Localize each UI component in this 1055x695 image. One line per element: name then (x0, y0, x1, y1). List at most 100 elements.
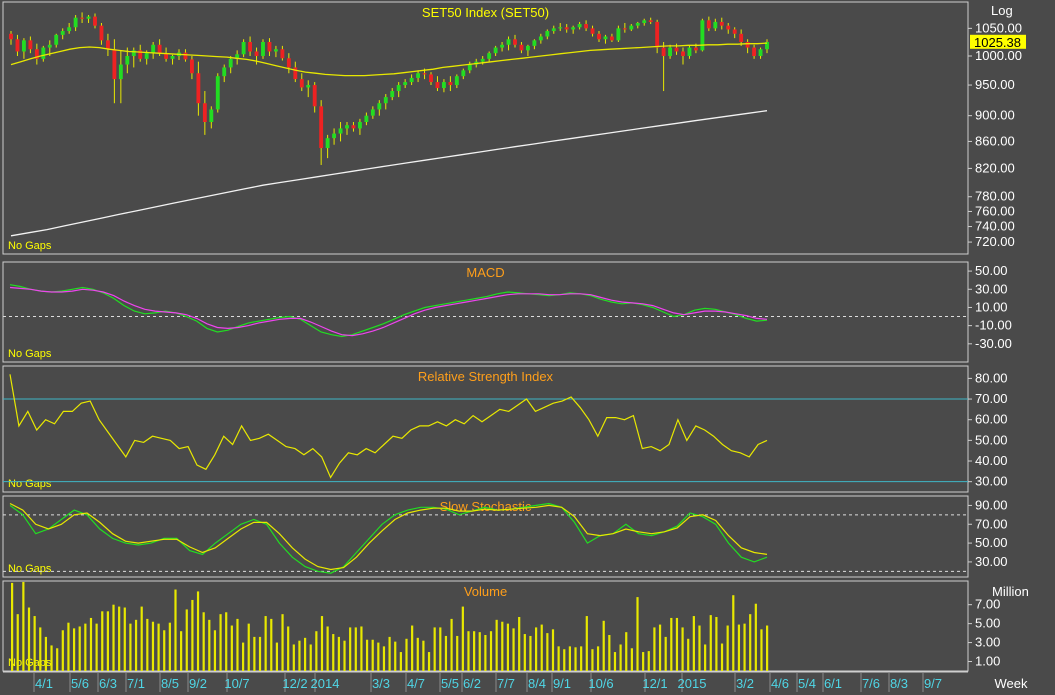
x-axis-label: 7/6 (862, 676, 880, 691)
volume-bar (67, 622, 70, 671)
candle-body (571, 27, 576, 30)
volume-bar (16, 614, 19, 671)
volume-bar (495, 619, 498, 671)
volume-bar (489, 631, 493, 671)
volume-bar (743, 623, 746, 671)
volume-bar (180, 631, 183, 671)
stochastic-ytick-label: 90.00 (975, 497, 1008, 512)
price-panel: 1050.00 1000.00 950.00 900.00 860.00 820.00 78… (2, 1, 1026, 255)
volume-bar (33, 616, 36, 671)
rsi-title: Relative Strength Index (418, 369, 554, 384)
volume-bar (506, 623, 510, 671)
volume-bar (563, 649, 566, 671)
rsi-ytick-label: 50.00 (975, 432, 1008, 447)
candle-body (28, 40, 33, 50)
volume-bar (602, 620, 605, 671)
volume-bar (89, 617, 93, 671)
candle-body (99, 25, 104, 41)
candle-body (396, 85, 401, 92)
macd-note: No Gaps (8, 348, 52, 360)
candle-body (228, 58, 233, 68)
candle-body (67, 27, 72, 32)
price-plot-area (2, 1, 969, 255)
candle-body (629, 25, 634, 30)
price-ytick-label: 820.00 (975, 160, 1015, 175)
volume-ytick-label: 5.00 (975, 616, 1000, 631)
volume-bar (349, 627, 352, 671)
candle-body (597, 33, 601, 40)
x-axis-label: 8/5 (161, 676, 179, 691)
volume-bar (354, 627, 357, 671)
candle-body (590, 28, 595, 34)
volume-bar (687, 638, 690, 671)
volume-bar (551, 629, 555, 671)
candle-body (403, 82, 408, 86)
volume-bar (630, 648, 633, 671)
volume-bar (613, 652, 617, 671)
volume-bar (416, 637, 419, 671)
last-price-label: 1025.38 (974, 35, 1021, 50)
price-note: No Gaps (8, 240, 52, 252)
x-axis-label: 3/2 (736, 676, 754, 691)
volume-bar (760, 629, 763, 671)
candle-body (493, 47, 498, 54)
candle-body (609, 36, 614, 41)
candle-body (164, 53, 169, 59)
macd-ytick-label: -30.00 (975, 336, 1012, 351)
price-ytick-label: 720.00 (975, 234, 1015, 249)
candle-body (525, 45, 530, 51)
candle-body (558, 27, 563, 29)
candle-body (545, 31, 550, 37)
volume-bar (422, 640, 425, 671)
volume-bar (365, 639, 369, 671)
candle-body (448, 82, 453, 86)
stochastic-series-line-1 (9, 502, 768, 571)
volume-bar (112, 604, 115, 671)
volume-bar (709, 615, 712, 671)
volume-bar (230, 625, 233, 671)
candle-body (93, 16, 97, 26)
candle-body (54, 34, 59, 45)
x-axis-label: 12/2 (282, 676, 307, 691)
volume-bar (242, 642, 245, 671)
volume-bar (704, 644, 707, 671)
volume-bar (534, 627, 538, 671)
x-axis-label: 6/3 (99, 676, 117, 691)
volume-bar (371, 639, 374, 671)
volume-bar (196, 591, 200, 671)
candle-body (325, 138, 330, 149)
volume-bar (39, 627, 42, 671)
volume-bar (501, 621, 504, 671)
candle-body (390, 91, 395, 98)
candle-body (183, 52, 188, 60)
volume-bar (512, 628, 515, 671)
candle-body (151, 44, 156, 54)
volume-bar (574, 647, 577, 671)
volume-bar (337, 636, 340, 671)
volume-bar (461, 606, 464, 671)
volume-bar (692, 616, 695, 671)
volume-bar (146, 618, 149, 671)
x-axis-label: 12/1 (642, 676, 667, 691)
candle-body (487, 53, 492, 59)
volume-bar (720, 643, 724, 671)
volume-bar (726, 625, 729, 671)
candle-body (80, 17, 85, 19)
candle-body (21, 40, 26, 52)
volume-ytick-label: 3.00 (975, 635, 1000, 650)
volume-bar (95, 623, 98, 671)
volume-bar (585, 616, 588, 671)
volume-bar (320, 616, 324, 671)
volume-bar (698, 625, 701, 671)
x-axis-label: 9/2 (189, 676, 207, 691)
x-axis-label: 5/4 (798, 676, 816, 691)
macd-ytick-label: 10.00 (975, 299, 1008, 314)
x-axis-label: 2015 (678, 676, 707, 691)
candle-body (655, 21, 660, 48)
volume-bar (427, 652, 431, 671)
price-ytick-label: 1000.00 (975, 48, 1022, 63)
candle-body (9, 33, 13, 40)
volume-bar (253, 636, 256, 671)
volume-bar (484, 635, 487, 671)
